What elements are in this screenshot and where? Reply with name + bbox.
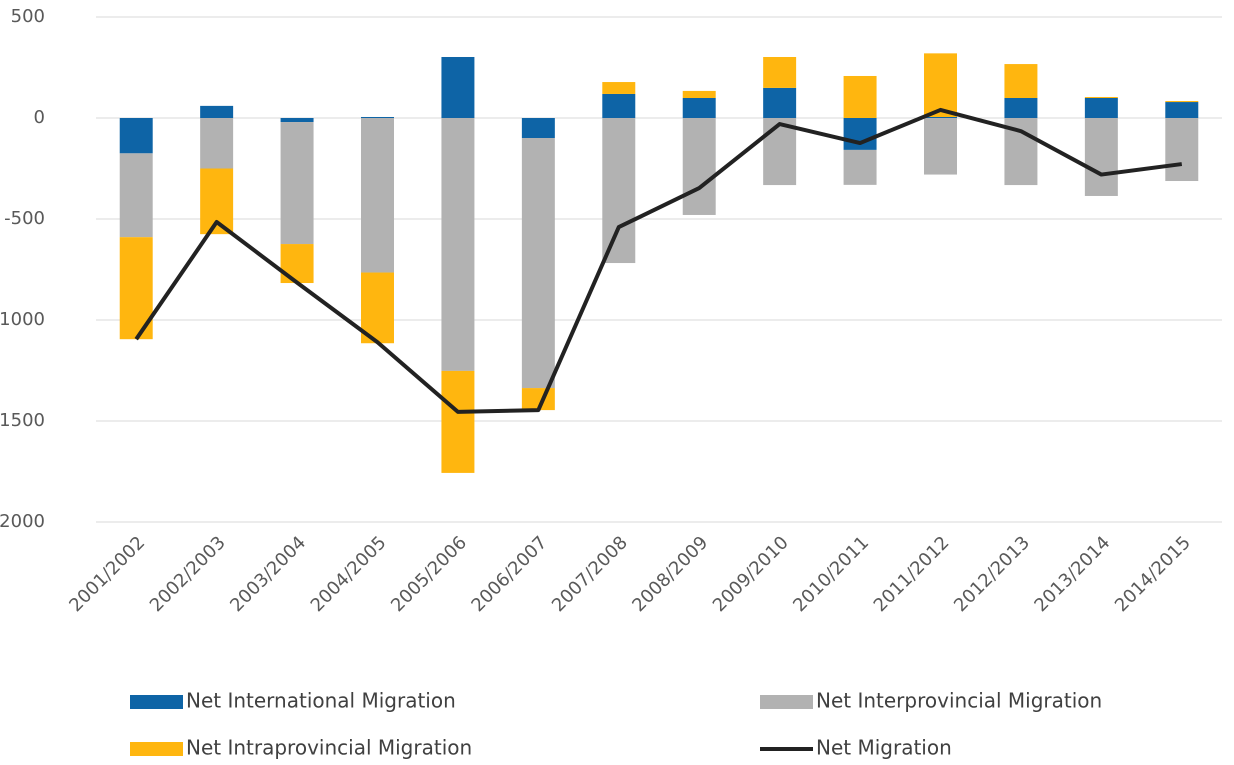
x-tick-label: 2005/2006: [387, 532, 471, 616]
bar: [1165, 102, 1199, 118]
legend-label: Net Migration: [816, 736, 952, 760]
x-tick-label: 2003/2004: [226, 532, 310, 616]
y-tick-label: -1500: [0, 410, 45, 431]
x-tick-label: 2009/2010: [709, 532, 793, 616]
bar: [843, 118, 877, 150]
bar: [1165, 118, 1199, 182]
bar: [763, 87, 797, 118]
bar: [521, 137, 555, 389]
bar: [361, 272, 394, 344]
bar: [924, 116, 957, 118]
bar: [441, 118, 475, 371]
bar: [441, 370, 475, 473]
bar: [763, 118, 797, 186]
bar: [924, 53, 957, 117]
bar: [682, 98, 716, 118]
bar: [441, 56, 475, 118]
x-tick-label: 2013/2014: [1031, 532, 1115, 616]
bar: [280, 122, 314, 245]
line: [134, 107, 1183, 414]
y-tick-label: -2000: [0, 511, 45, 532]
legend-swatch: [130, 742, 183, 756]
bar: [1165, 101, 1199, 103]
y-tick-label: -1000: [0, 309, 45, 330]
bar: [280, 244, 314, 284]
bar: [1084, 118, 1118, 196]
bar: [602, 82, 636, 94]
bar: [682, 90, 716, 99]
bar: [1004, 98, 1038, 118]
legend-label: Net Interprovincial Migration: [816, 689, 1102, 713]
x-tick-label: 2008/2009: [628, 532, 712, 616]
bar: [119, 118, 153, 154]
x-tick-label: 2004/2005: [307, 532, 391, 616]
legend-swatch: [130, 695, 183, 709]
bar: [280, 118, 314, 123]
y-tick-label: 500: [11, 6, 45, 27]
bar: [602, 93, 636, 118]
y-tick-label: 0: [34, 107, 45, 128]
legend-label: Net International Migration: [186, 689, 456, 713]
bar: [763, 56, 797, 88]
y-tick-label: -500: [4, 208, 45, 229]
bar: [1004, 64, 1038, 99]
bar: [1084, 96, 1118, 99]
bar: [843, 149, 877, 185]
x-tick-label: 2002/2003: [146, 532, 230, 616]
bar: [843, 75, 877, 118]
x-tick-label: 2012/2013: [950, 532, 1034, 616]
bar: [1084, 98, 1118, 118]
x-tick-label: 2014/2015: [1111, 532, 1195, 616]
bar: [682, 118, 716, 215]
bar: [200, 105, 234, 118]
x-tick-label: 2001/2002: [65, 532, 149, 616]
bar: [361, 118, 394, 273]
bar: [119, 153, 153, 238]
bar: [361, 116, 394, 118]
legend-label: Net Intraprovincial Migration: [186, 736, 472, 760]
legend-swatch: [760, 695, 813, 709]
bar: [602, 118, 636, 264]
bar: [924, 118, 957, 175]
x-tick-label: 2011/2012: [870, 532, 954, 616]
x-tick-label: 2007/2008: [548, 532, 632, 616]
x-tick-label: 2010/2011: [789, 532, 873, 616]
bar: [200, 118, 234, 169]
bar: [521, 118, 555, 138]
x-tick-label: 2006/2007: [468, 532, 552, 616]
